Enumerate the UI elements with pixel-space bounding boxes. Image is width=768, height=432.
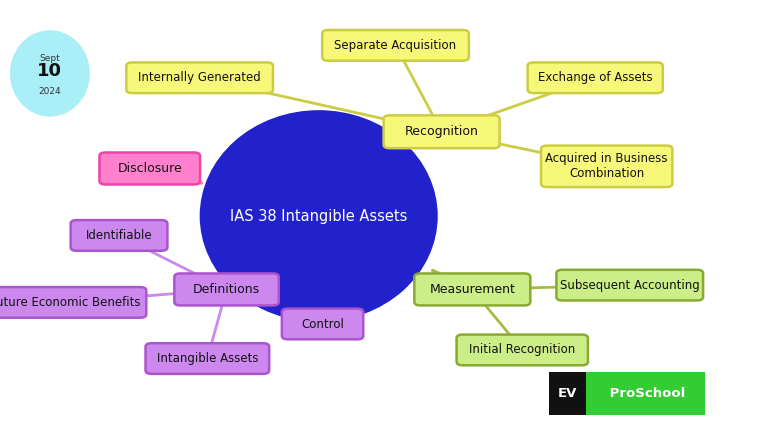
FancyBboxPatch shape: [0, 287, 147, 318]
Text: Internally Generated: Internally Generated: [138, 71, 261, 84]
Text: ProSchool: ProSchool: [605, 387, 686, 400]
Text: Separate Acquisition: Separate Acquisition: [334, 39, 457, 52]
Text: Measurement: Measurement: [429, 283, 515, 296]
FancyBboxPatch shape: [282, 309, 363, 340]
Text: 2024: 2024: [38, 87, 61, 96]
Text: Sept: Sept: [39, 54, 61, 63]
Text: Exchange of Assets: Exchange of Assets: [538, 71, 653, 84]
FancyBboxPatch shape: [100, 152, 200, 184]
FancyBboxPatch shape: [146, 343, 269, 374]
FancyBboxPatch shape: [541, 146, 673, 187]
FancyBboxPatch shape: [383, 115, 499, 148]
FancyBboxPatch shape: [528, 63, 663, 93]
Text: Subsequent Accounting: Subsequent Accounting: [560, 279, 700, 292]
Text: Recognition: Recognition: [405, 125, 478, 138]
Text: Initial Recognition: Initial Recognition: [469, 343, 575, 356]
FancyBboxPatch shape: [556, 270, 703, 301]
FancyBboxPatch shape: [174, 273, 279, 305]
Ellipse shape: [10, 30, 90, 117]
Text: Acquired in Business
Combination: Acquired in Business Combination: [545, 152, 668, 180]
FancyBboxPatch shape: [71, 220, 167, 251]
Ellipse shape: [200, 110, 438, 322]
Text: IAS 38 Intangible Assets: IAS 38 Intangible Assets: [230, 209, 407, 223]
Text: Definitions: Definitions: [193, 283, 260, 296]
FancyBboxPatch shape: [586, 372, 705, 415]
Text: EV: EV: [558, 387, 578, 400]
Text: Control: Control: [301, 318, 344, 330]
Text: Disclosure: Disclosure: [118, 162, 182, 175]
FancyBboxPatch shape: [456, 334, 588, 365]
Text: Intangible Assets: Intangible Assets: [157, 352, 258, 365]
Text: 10: 10: [38, 62, 62, 80]
FancyBboxPatch shape: [549, 372, 586, 415]
FancyBboxPatch shape: [126, 63, 273, 93]
Text: Identifiable: Identifiable: [86, 229, 152, 242]
FancyBboxPatch shape: [415, 273, 530, 305]
Text: Future Economic Benefits: Future Economic Benefits: [0, 296, 141, 309]
FancyBboxPatch shape: [323, 30, 468, 60]
